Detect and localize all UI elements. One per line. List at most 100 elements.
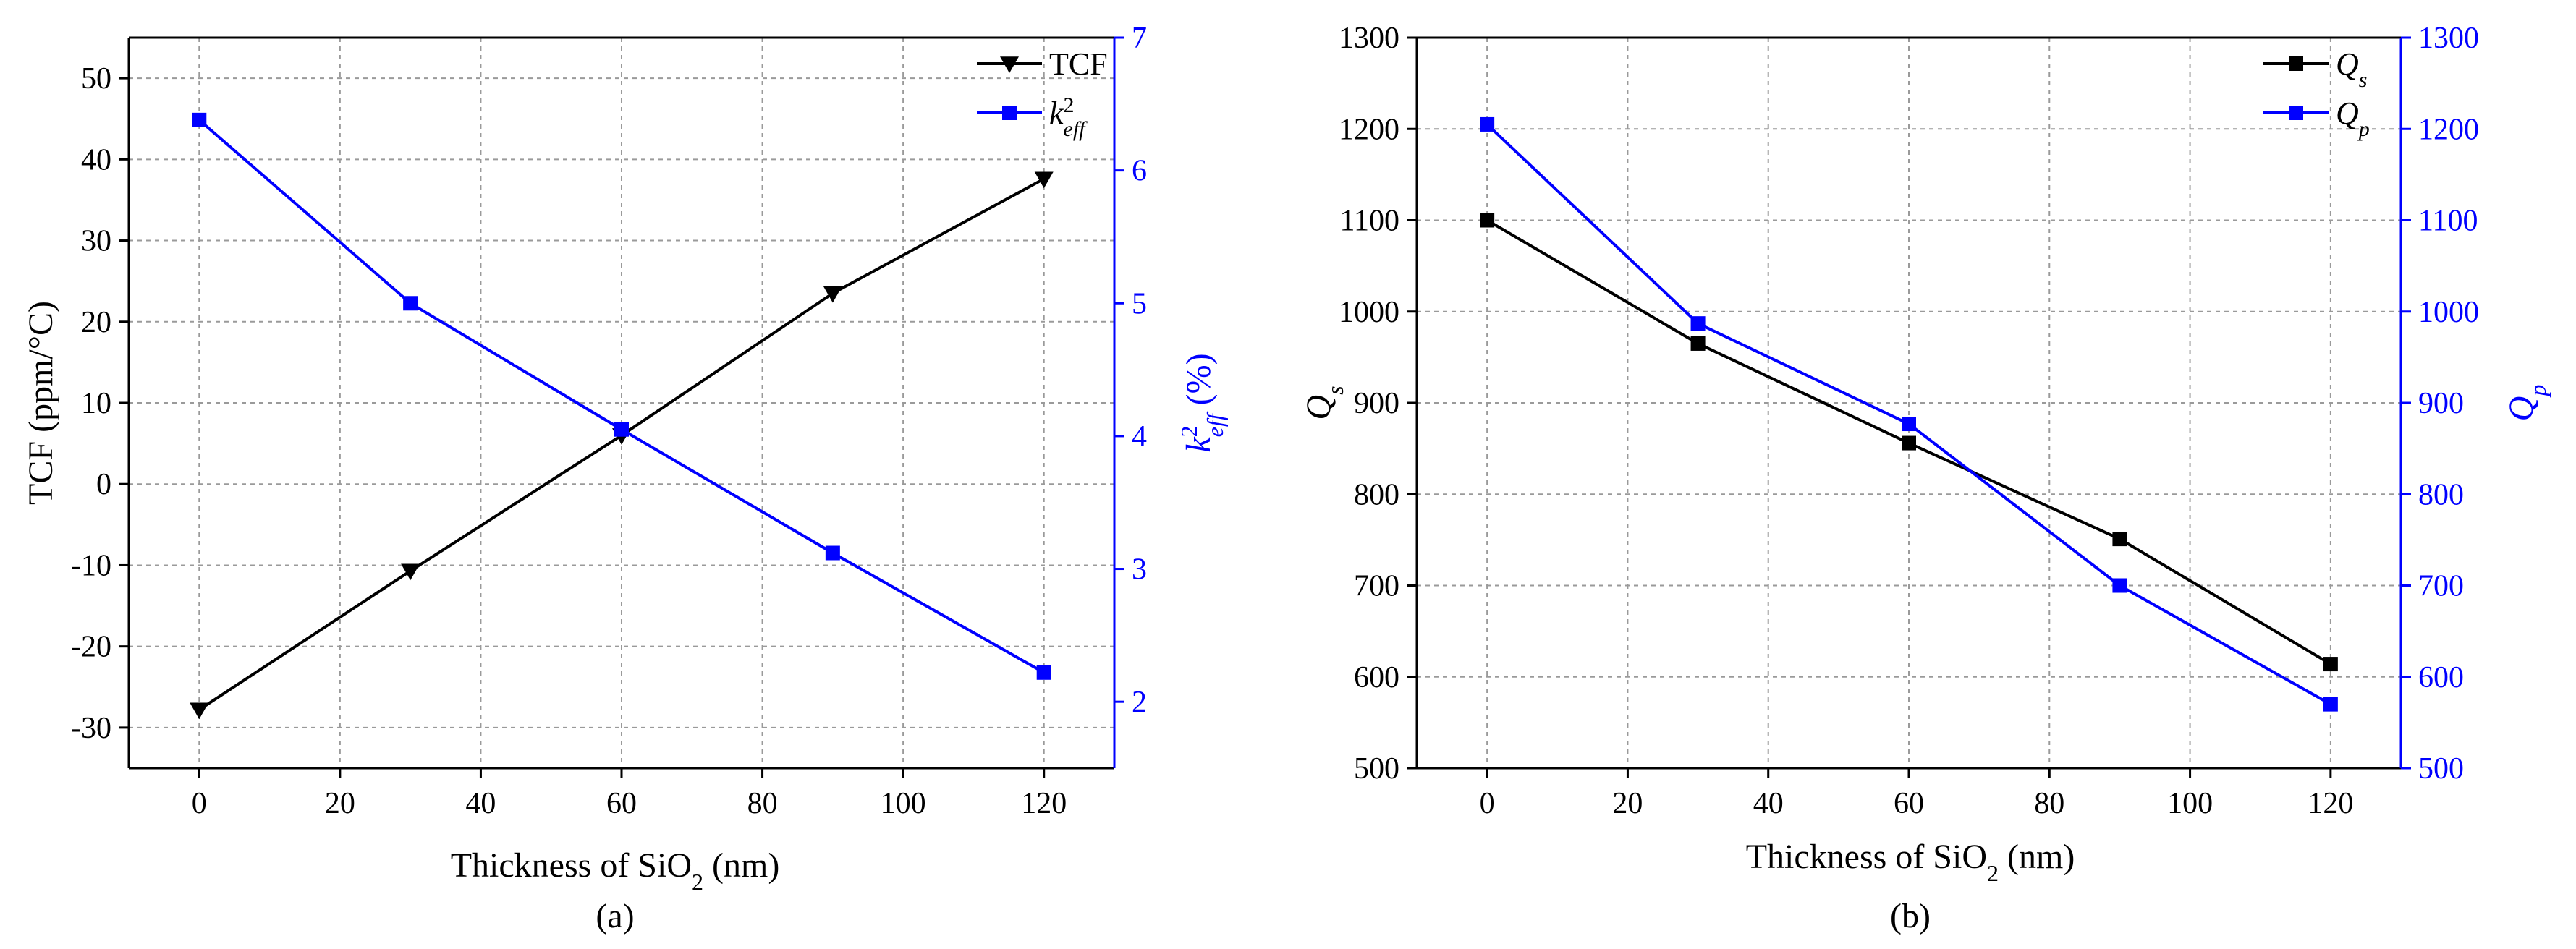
data-point (1480, 116, 1495, 132)
y-right-tick-label: 900 (2418, 387, 2464, 420)
data-point (403, 296, 418, 311)
x-tick-label: 0 (1480, 787, 1495, 820)
y-left-tick-label: 800 (1354, 478, 1399, 511)
data-point (2323, 657, 2338, 672)
grid (129, 38, 1114, 768)
x-axis-label-unit: (nm) (1999, 838, 2075, 876)
y-left-tick-label: 1100 (1340, 205, 1399, 238)
y-left-tick-label: 1300 (1339, 22, 1399, 55)
legend-label: Qs (2336, 46, 2367, 92)
y-left-tick-label: 40 (81, 143, 111, 176)
x-axis-label: Thickness of SiO2 (nm) (1746, 838, 2075, 886)
x-tick-label: 40 (1753, 787, 1784, 820)
data-point (823, 286, 842, 303)
legend: TCF k2 eff (977, 46, 1108, 141)
y-right-tick-label: 500 (2418, 752, 2464, 786)
x-axis-label-subscript: 2 (692, 869, 703, 895)
data-point (825, 545, 840, 561)
y-right-label-k: k (1179, 436, 1218, 453)
data-point (192, 112, 207, 127)
series-0 (1480, 213, 2338, 672)
y-left-tick-label: -10 (71, 549, 111, 582)
legend-label: k2 eff (1049, 93, 1088, 141)
y-right-axis-label: Qp (2502, 385, 2551, 422)
x-tick-label: 20 (1612, 787, 1643, 820)
legend-label-subscript: p (2357, 117, 2370, 141)
y-left-tick-label: 20 (81, 306, 111, 339)
x-tick-label: 120 (2308, 787, 2353, 820)
y-left-tick-label: 500 (1354, 752, 1399, 786)
y-left-tick-label: -20 (71, 631, 111, 664)
y-right-tick-label: 6 (1132, 155, 1147, 188)
x-tick-label: 20 (325, 787, 355, 820)
y-right-label-unit: (%) (1179, 353, 1218, 414)
x-tick-label: 40 (465, 787, 496, 820)
x-tick-label: 120 (1021, 787, 1067, 820)
legend-label-subscript: s (2359, 68, 2368, 92)
data-point (614, 422, 629, 437)
legend-label-text: TCF (1049, 46, 1108, 82)
y-right-tick-label: 1200 (2418, 113, 2479, 146)
series-1 (192, 112, 1051, 680)
data-point (190, 702, 209, 720)
legend-label-superscript: 2 (1064, 93, 1075, 117)
data-point (1036, 665, 1051, 680)
legend-label-k: k (1049, 95, 1064, 131)
y-right-tick-label: 5 (1132, 287, 1147, 320)
data-point (2323, 697, 2338, 712)
y-left-tick-label: 700 (1354, 570, 1399, 603)
y-right-tick-label: 1300 (2418, 22, 2479, 55)
legend-label: Qp (2336, 95, 2370, 141)
y-right-tick-label: 1000 (2418, 296, 2479, 329)
data-point (1902, 417, 1916, 432)
panel-label: (a) (596, 897, 634, 935)
y-right-tick-label: 3 (1132, 553, 1147, 587)
data-point (1480, 213, 1495, 228)
y-right-label-superscript: 2 (1176, 425, 1202, 437)
y-left-axis-label: Qs (1300, 386, 1348, 420)
y-right-axis-label: k2eff (%) (1176, 353, 1228, 452)
y-right-tick-label: 7 (1132, 22, 1147, 55)
y-right-tick-label: 600 (2418, 661, 2464, 694)
y-left-tick-label: -30 (71, 712, 111, 745)
x-axis-label: Thickness of SiO2 (nm) (451, 846, 780, 895)
y-left-tick-label: 1000 (1339, 296, 1399, 329)
data-point (1902, 435, 1916, 451)
y-left-tick-label: 30 (81, 225, 111, 258)
y-right-label-subscript: p (2525, 385, 2551, 398)
x-tick-label: 60 (1894, 787, 1924, 820)
y-right-tick-label: 1100 (2418, 205, 2478, 238)
y-left-axis-label: TCF (ppm/°C) (22, 301, 60, 505)
legend-marker (1002, 106, 1017, 120)
y-left-tick-label: 900 (1354, 387, 1399, 420)
legend-marker (2289, 106, 2303, 120)
y-right-tick-label: 4 (1132, 420, 1147, 454)
x-tick-label: 100 (881, 787, 926, 820)
y-right-tick-label: 800 (2418, 478, 2464, 511)
y-left-tick-label: 600 (1354, 661, 1399, 694)
data-point (1690, 316, 1706, 331)
y-left-tick-label: 1200 (1339, 113, 1399, 146)
chart-panel-a: 0 20 40 60 80 100 120 -30 -20 -10 0 10 20 30 40 50 2 3 4 5 6… (22, 22, 1228, 935)
y-right-tick-label: 2 (1132, 686, 1147, 719)
data-point (1034, 171, 1054, 189)
y-left-label-q: Q (1300, 395, 1338, 420)
grid (1417, 38, 2401, 768)
data-point (1690, 336, 1706, 351)
x-axis-label-subscript: 2 (1987, 860, 1999, 886)
legend-marker (1000, 56, 1019, 73)
legend-marker (2289, 56, 2303, 71)
x-axis-label-text: Thickness of SiO (1746, 838, 1987, 876)
y-right-label-q: Q (2502, 396, 2541, 422)
legend-label: TCF (1049, 46, 1108, 82)
y-left-tick-label: 50 (81, 62, 111, 95)
legend-label-subscript: eff (1064, 117, 1088, 141)
y-right-label-subscript: eff (1202, 411, 1228, 437)
data-point (2112, 532, 2127, 547)
x-tick-label: 60 (606, 787, 637, 820)
panel-label: (b) (1890, 897, 1931, 935)
x-axis-label-text: Thickness of SiO (451, 846, 692, 885)
data-point (401, 563, 420, 581)
